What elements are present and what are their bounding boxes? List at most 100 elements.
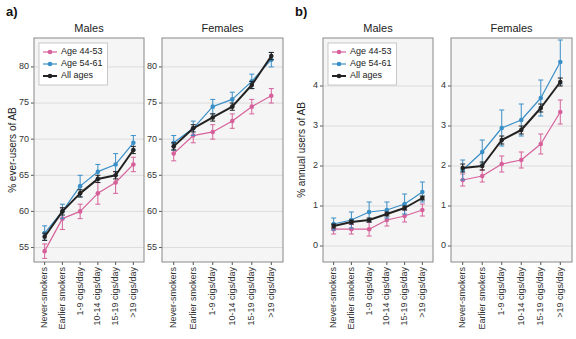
series-line	[334, 210, 423, 229]
y-tick-label: 65	[19, 170, 29, 180]
y-tick-label: 65	[147, 170, 157, 180]
plot-area	[323, 38, 433, 262]
error-bar-cap	[367, 202, 372, 203]
y-tick-label: 0	[313, 240, 318, 250]
x-tick	[232, 262, 233, 265]
series-line	[174, 96, 272, 154]
x-tick	[351, 262, 352, 265]
panel: 556065707580Never-smokersEarlier smokers…	[6, 4, 144, 330]
error-bar-cap	[249, 113, 254, 114]
error-bar-cap	[78, 189, 83, 190]
y-tick-label: 75	[147, 97, 157, 107]
error-bar-cap	[558, 78, 563, 79]
grid-line	[323, 206, 433, 207]
y-tick-label: 4	[313, 80, 318, 90]
y-tick-label: 0	[441, 240, 446, 250]
error-bar-cap	[131, 146, 136, 147]
series-line	[463, 82, 561, 168]
error-bar	[191, 121, 196, 135]
error-bar-cap	[519, 126, 524, 127]
error-bar-cap	[384, 218, 389, 219]
error-bar-cap	[210, 99, 215, 100]
panel: 556065707580Never-smokersEarlier smokers…	[147, 22, 283, 330]
point	[78, 191, 83, 196]
error-bar-cap	[367, 236, 372, 237]
data-layer	[460, 40, 563, 186]
series	[171, 89, 274, 161]
error-bar-cap	[171, 135, 176, 136]
error-bar-cap	[78, 175, 83, 176]
x-tick	[560, 262, 561, 265]
series	[460, 40, 563, 180]
panel-title: Males	[363, 22, 393, 34]
point	[113, 162, 118, 167]
y-tick-label: 55	[19, 242, 29, 252]
x-tick-label: Earlier smokers	[188, 267, 198, 330]
x-tick-label: 1-9 cigs/day	[496, 267, 506, 316]
grid-line	[34, 103, 144, 104]
point	[60, 209, 65, 214]
plot-area	[34, 38, 144, 262]
point	[349, 227, 354, 232]
error-bar	[420, 196, 425, 200]
error-bar	[558, 40, 563, 84]
legend: Age 44-53Age 54-61All ages	[39, 43, 108, 85]
error-bar-cap	[460, 180, 465, 181]
error-bar-cap	[191, 121, 196, 122]
error-bar-cap	[480, 140, 485, 141]
x-tick	[386, 262, 387, 265]
error-bar-cap	[558, 40, 563, 41]
grid-line	[451, 86, 572, 87]
error-bar-cap	[230, 128, 235, 129]
point	[385, 208, 390, 213]
error-bar	[210, 99, 215, 113]
x-tick	[333, 262, 334, 265]
error-bar	[367, 202, 372, 222]
point	[367, 227, 372, 232]
plot-frame	[323, 38, 433, 262]
y-tick-label: 80	[19, 61, 29, 71]
error-bar-cap	[249, 99, 254, 100]
error-bar	[480, 140, 485, 164]
error-bar-cap	[60, 207, 65, 208]
error-bar-cap	[230, 113, 235, 114]
point	[230, 119, 235, 124]
grid-line	[34, 211, 144, 212]
x-tick	[133, 262, 134, 265]
error-bar-cap	[269, 88, 274, 89]
series-line	[45, 150, 134, 237]
series-line	[463, 62, 561, 170]
error-bar-cap	[420, 216, 425, 217]
error-bar-cap	[95, 182, 100, 183]
error-bar	[42, 244, 47, 258]
panel: 01234Never-smokersEarlier smokers1-9 cig…	[295, 4, 433, 330]
x-tick	[462, 262, 463, 265]
error-bar-cap	[384, 226, 389, 227]
point	[499, 138, 504, 143]
error-bar	[95, 183, 100, 205]
point	[367, 218, 372, 223]
point	[519, 128, 524, 133]
point	[191, 126, 196, 131]
series-line	[174, 56, 272, 146]
error-bar-cap	[113, 193, 118, 194]
point	[191, 126, 196, 131]
y-tick-label: 1	[441, 200, 446, 210]
point	[96, 177, 101, 182]
point	[230, 104, 235, 109]
error-bar-cap	[538, 154, 543, 155]
plot-area	[162, 38, 283, 262]
error-bar	[420, 182, 425, 202]
panel-title: Females	[490, 22, 533, 34]
legend-marker	[48, 62, 53, 67]
error-bar	[420, 204, 425, 216]
error-bar-cap	[60, 204, 65, 205]
error-bar	[269, 89, 274, 103]
point	[113, 173, 118, 178]
series	[42, 157, 136, 258]
error-bar-cap	[78, 204, 83, 205]
error-bar-cap	[460, 164, 465, 165]
error-bar-cap	[95, 182, 100, 183]
error-bar-cap	[499, 146, 504, 147]
point	[402, 202, 407, 207]
